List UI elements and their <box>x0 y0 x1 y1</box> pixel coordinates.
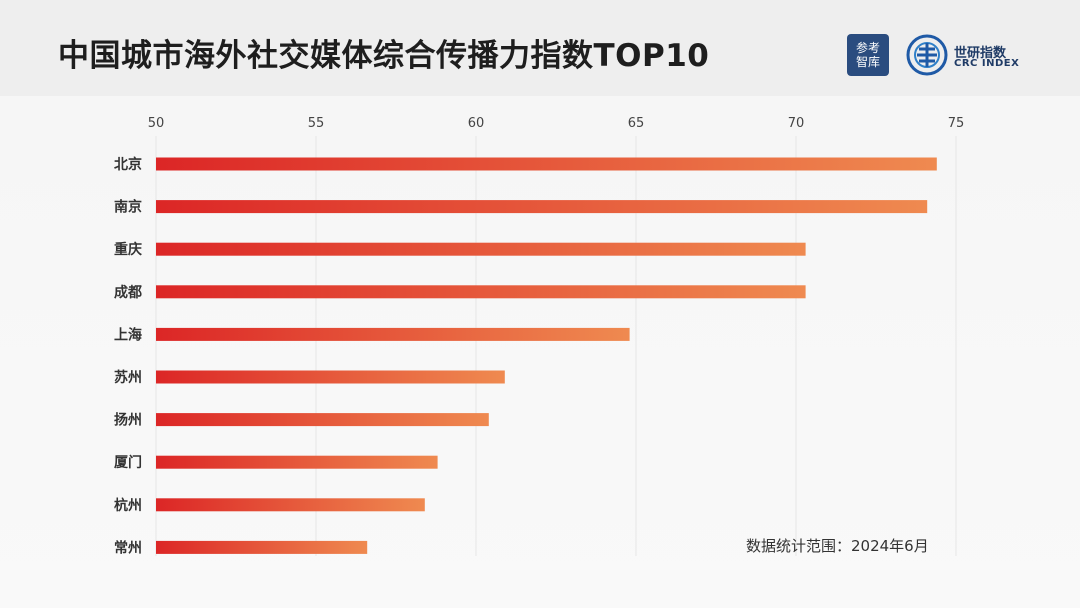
logo-right-en: CRC INDEX <box>954 58 1020 69</box>
category-label: 上海 <box>114 326 142 343</box>
x-tick-label: 70 <box>788 116 805 131</box>
x-axis-ticks: 50 55 60 65 70 75 <box>148 116 965 131</box>
crc-index-logo: 世研指数 CRC INDEX <box>906 34 1036 76</box>
category-label: 杭州 <box>114 497 142 514</box>
bar <box>156 157 937 171</box>
category-label: 苏州 <box>114 369 142 386</box>
category-label: 成都 <box>114 284 142 301</box>
bar <box>156 327 630 341</box>
category-label: 北京 <box>114 156 142 173</box>
bar <box>156 242 806 256</box>
bar <box>156 540 368 554</box>
bar <box>156 285 806 299</box>
cankao-think-tank-logo: 参考 智库 <box>847 34 889 76</box>
logo-right-cn: 世研指数 <box>954 46 1007 61</box>
category-label: 扬州 <box>114 412 142 429</box>
category-label: 常州 <box>114 539 142 556</box>
gridlines <box>155 136 957 556</box>
header-band <box>0 0 1080 96</box>
category-label: 厦门 <box>114 454 142 471</box>
bar <box>156 498 425 512</box>
x-tick-label: 50 <box>148 116 165 131</box>
bar <box>156 370 505 384</box>
data-range-note: 数据统计范围：2024年6月 <box>746 537 929 555</box>
x-tick-label: 55 <box>308 116 325 131</box>
x-tick-label: 75 <box>948 116 965 131</box>
category-label: 南京 <box>114 199 142 216</box>
x-tick-label: 65 <box>628 116 645 131</box>
bars <box>156 157 937 554</box>
page-title: 中国城市海外社交媒体综合传播力指数TOP10 <box>58 38 710 74</box>
x-tick-label: 60 <box>468 116 485 131</box>
category-label: 重庆 <box>114 241 142 258</box>
bar <box>156 455 438 469</box>
bar <box>156 413 489 427</box>
bar <box>156 200 928 214</box>
logo-left-line-2: 智库 <box>855 55 880 69</box>
globe-icon <box>906 34 948 76</box>
logo-left-line-1: 参考 <box>855 41 880 55</box>
